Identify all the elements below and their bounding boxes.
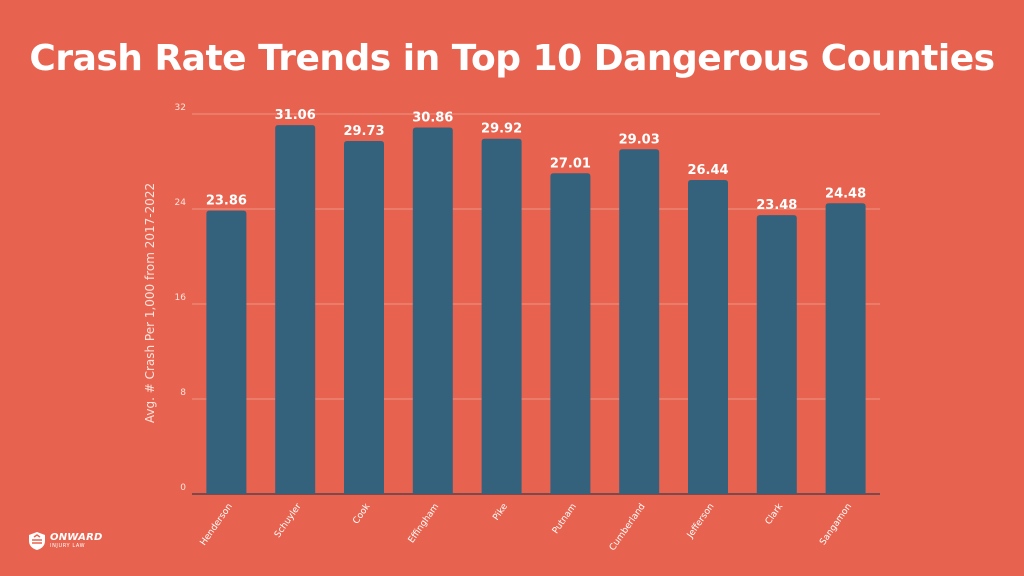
x-tick-label: Pike <box>491 502 510 523</box>
data-label: 26.44 <box>687 163 728 178</box>
bar-cook <box>344 140 384 495</box>
x-tick-label: Sangamon <box>818 502 854 547</box>
y-axis-ticks: 0 8 16 24 32 <box>175 103 187 493</box>
y-tick-label: 8 <box>180 388 186 398</box>
data-label: 23.86 <box>206 194 247 209</box>
bar-pike <box>481 138 522 494</box>
bar-jefferson <box>688 180 728 494</box>
y-tick-label: 16 <box>175 293 187 303</box>
bars <box>206 125 866 495</box>
data-labels: 23.86 31.06 29.73 30.86 29.92 27.01 29.03 26.44… <box>206 108 866 213</box>
x-tick-label: Jefferson <box>685 502 716 541</box>
x-tick-label: Putnam <box>551 502 579 536</box>
bar-schuyler <box>275 125 316 494</box>
bar-putnam <box>550 173 591 494</box>
x-tick-label: Clark <box>764 501 786 526</box>
page-title: Crash Rate Trends in Top 10 Dangerous Co… <box>29 38 995 79</box>
x-tick-label: Cook <box>351 501 373 526</box>
brand-tagline: INJURY LAW <box>50 543 86 549</box>
x-tick-label: Schuyler <box>273 502 304 540</box>
brand-name: ONWARD <box>50 532 103 543</box>
data-label: 30.86 <box>412 111 453 126</box>
shield-icon <box>29 532 45 550</box>
bar-sangamon <box>825 203 866 495</box>
x-tick-label: Effingham <box>407 502 441 545</box>
bar-effingham <box>412 127 453 494</box>
data-label: 29.73 <box>343 124 384 139</box>
y-tick-label: 24 <box>175 198 187 208</box>
data-label: 29.03 <box>619 132 660 147</box>
y-axis-label: Avg. # Crash Per 1,000 from 2017-2022 <box>143 183 157 423</box>
data-label: 23.48 <box>756 198 797 213</box>
y-tick-label: 0 <box>180 483 186 493</box>
data-label: 27.01 <box>550 156 591 171</box>
x-tick-label: Cumberland <box>608 502 648 553</box>
bar-henderson <box>206 210 247 494</box>
bar-cumberland <box>619 149 660 495</box>
bar-clark <box>756 215 797 495</box>
data-label: 29.92 <box>481 122 522 137</box>
data-label: 31.06 <box>275 108 316 123</box>
data-label: 24.48 <box>825 186 866 201</box>
y-tick-label: 32 <box>175 103 186 113</box>
brand-logo: ONWARD INJURY LAW <box>28 531 102 551</box>
x-tick-label: Henderson <box>199 502 235 548</box>
x-axis-labels: Henderson Schuyler Cook Effingham Pike Putnam… <box>199 501 854 553</box>
